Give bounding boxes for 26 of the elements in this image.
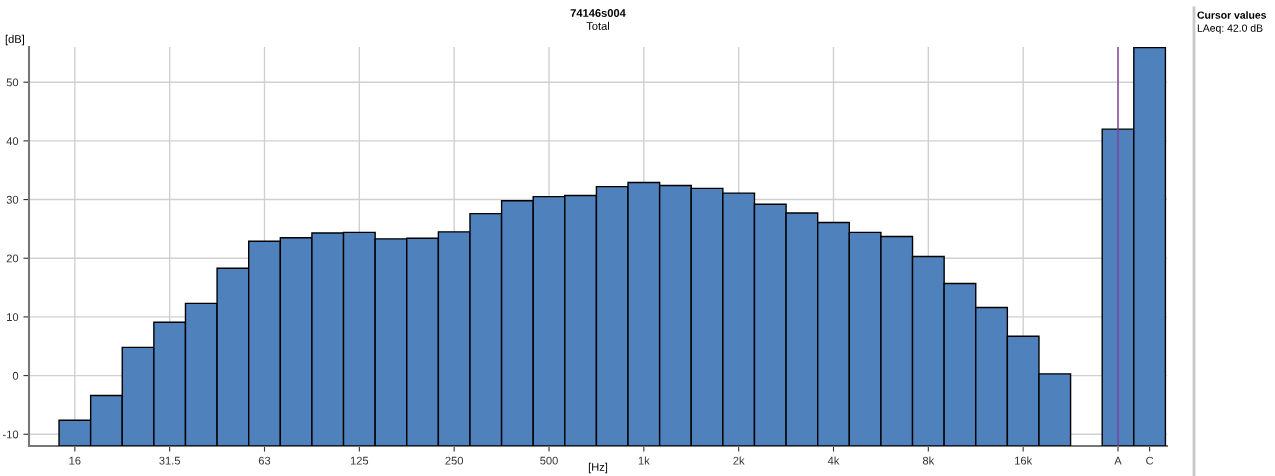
- x-tick-label: 500: [540, 456, 558, 465]
- x-tick-label: 1k: [638, 456, 650, 465]
- y-axis-title: [dB]: [5, 34, 24, 46]
- text: Cursor values: [1197, 11, 1267, 19]
- y-tick-label: 20: [6, 254, 19, 263]
- x-axis-title: [Hz]: [588, 462, 608, 474]
- x-tick-label: 8k: [922, 456, 935, 465]
- x-tick-label: 125: [350, 456, 369, 465]
- x-tick-label: 31.5: [159, 456, 181, 465]
- y-tick-label: -10: [3, 430, 19, 439]
- x-tick-label: 2k: [733, 456, 745, 465]
- x-tick-label: 63: [258, 456, 271, 465]
- chart-subtitle: Total: [586, 21, 609, 30]
- y-tick-label: 10: [7, 313, 19, 322]
- x-tick-label: C: [1146, 456, 1154, 465]
- x-tick-label: A: [1114, 456, 1122, 465]
- chart-title: 74146s004: [570, 9, 626, 17]
- x-tick-label: 250: [445, 456, 463, 465]
- x-tick-label: 16: [69, 456, 81, 465]
- x-tick-label: 16k: [1015, 456, 1033, 465]
- y-tick-label: 40: [6, 137, 19, 146]
- y-tick-label: 0: [12, 371, 19, 380]
- y-tick-label: 50: [6, 78, 19, 87]
- x-tick-label: 4k: [827, 456, 840, 465]
- y-tick-label: 30: [6, 195, 19, 204]
- text: LAeq: 42.0 dB: [1197, 24, 1263, 34]
